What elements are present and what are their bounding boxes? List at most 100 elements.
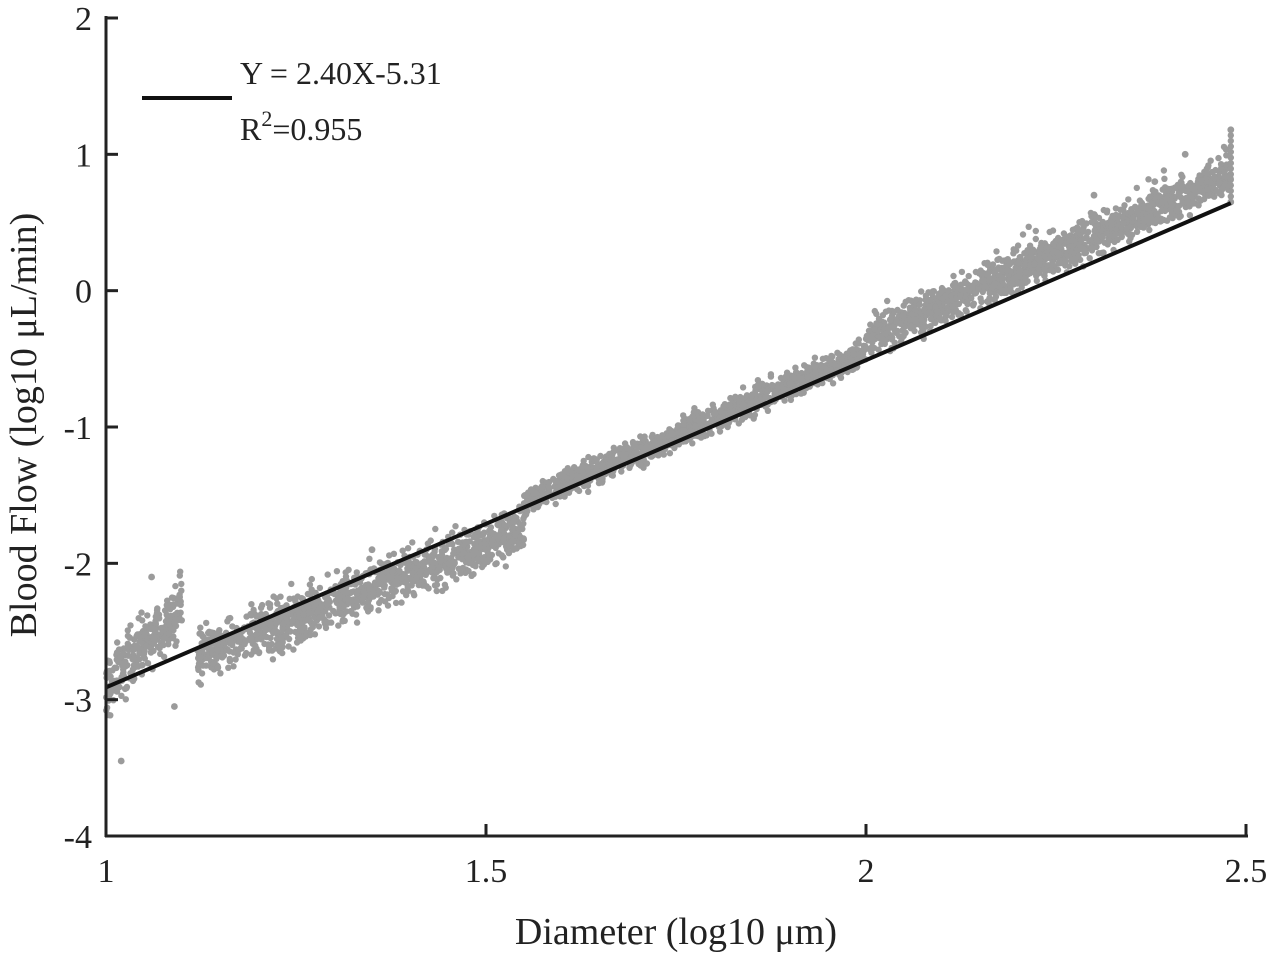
scatter-point	[1080, 221, 1087, 229]
scatter-point	[574, 486, 581, 493]
scatter-point	[197, 624, 204, 631]
scatter-point	[117, 654, 124, 661]
scatter-point	[241, 652, 249, 659]
scatter-point	[1032, 235, 1040, 243]
scatter-point	[311, 631, 319, 638]
scatter-point	[574, 466, 581, 473]
scatter-point	[322, 618, 330, 625]
scatter-point	[427, 537, 434, 544]
scatter-point	[273, 635, 281, 643]
scatter-point	[1145, 176, 1152, 183]
scatter-point	[1016, 254, 1023, 261]
scatter-point	[500, 535, 507, 542]
scatter-point	[432, 525, 439, 533]
scatter-point	[907, 297, 915, 304]
scatter-point	[505, 542, 513, 549]
scatter-point	[998, 274, 1006, 281]
scatter-point	[343, 608, 350, 615]
scatter-point	[859, 351, 867, 358]
scatter-point	[300, 611, 307, 618]
scatter-point	[217, 670, 224, 677]
scatter-point	[850, 351, 857, 358]
scatter-point	[1227, 132, 1235, 139]
scatter-point	[884, 325, 892, 332]
scatter-point	[257, 604, 265, 611]
scatter-point	[107, 690, 114, 697]
scatter-point	[409, 539, 416, 546]
scatter-point	[125, 652, 132, 659]
scatter-point	[584, 465, 591, 472]
scatter-point	[972, 279, 979, 286]
scatter-point	[460, 549, 468, 556]
scatter-point	[837, 374, 845, 381]
scatter-point	[990, 296, 997, 303]
scatter-point	[433, 581, 441, 588]
scatter-point	[1189, 200, 1197, 207]
scatter-point	[1033, 277, 1041, 285]
scatter-point	[593, 464, 600, 471]
scatter-point	[1086, 255, 1093, 262]
scatter-point	[1091, 227, 1099, 234]
scatter-point	[263, 633, 270, 641]
scatter-point	[829, 380, 837, 387]
scatter-point	[273, 620, 280, 627]
x-tick-label: 1.5	[465, 853, 508, 890]
scatter-point	[555, 484, 562, 491]
scatter-point	[739, 384, 747, 391]
scatter-point	[743, 392, 751, 399]
scatter-point	[751, 411, 759, 419]
scatter-point	[592, 458, 600, 465]
scatter-point	[948, 313, 956, 321]
scatter-point	[262, 626, 269, 633]
scatter-point	[1227, 193, 1235, 200]
scatter-point	[901, 323, 908, 331]
scatter-point	[993, 248, 1000, 255]
scatter-point	[415, 581, 422, 589]
scatter-point	[354, 587, 361, 594]
scatter-point	[392, 599, 400, 607]
scatter-point	[1109, 212, 1116, 220]
scatter-point	[335, 595, 342, 603]
scatter-point	[871, 307, 878, 315]
scatter-point	[196, 630, 203, 637]
scatter-point	[512, 530, 519, 537]
scatter-point	[579, 463, 586, 470]
scatter-point	[252, 642, 259, 649]
scatter-point	[393, 575, 401, 582]
scatter-point	[680, 412, 687, 419]
scatter-point	[704, 407, 712, 414]
scatter-point	[127, 622, 134, 629]
scatter-point	[1075, 226, 1082, 234]
scatter-point	[804, 368, 811, 375]
scatter-point	[113, 688, 121, 695]
scatter-point	[315, 623, 323, 630]
scatter-point	[1062, 233, 1069, 240]
scatter-point	[709, 401, 716, 408]
scatter-point	[390, 550, 398, 557]
scatter-point	[177, 598, 184, 606]
scatter-point	[950, 272, 957, 280]
scatter-point	[521, 512, 528, 520]
scatter-point	[134, 631, 141, 638]
scatter-point	[513, 545, 520, 552]
scatter-point	[366, 555, 373, 562]
scatter-point	[265, 641, 272, 648]
scatter-point	[289, 617, 296, 624]
scatter-point	[505, 549, 513, 557]
scatter-point	[1198, 177, 1205, 184]
scatter-point	[1022, 261, 1029, 269]
scatter-point	[1068, 243, 1076, 250]
scatter-point	[1140, 204, 1148, 211]
scatter-point	[748, 392, 755, 399]
scatter-point	[929, 290, 936, 297]
scatter-point	[669, 430, 676, 438]
scatter-point	[478, 563, 486, 571]
legend-r-squared-exponent: 2	[261, 106, 272, 131]
scatter-point	[882, 330, 889, 338]
scatter-point	[754, 377, 762, 384]
scatter-point	[255, 649, 263, 656]
scatter-point	[417, 567, 424, 575]
scatter-point	[298, 595, 305, 602]
scatter-point	[1100, 249, 1107, 256]
